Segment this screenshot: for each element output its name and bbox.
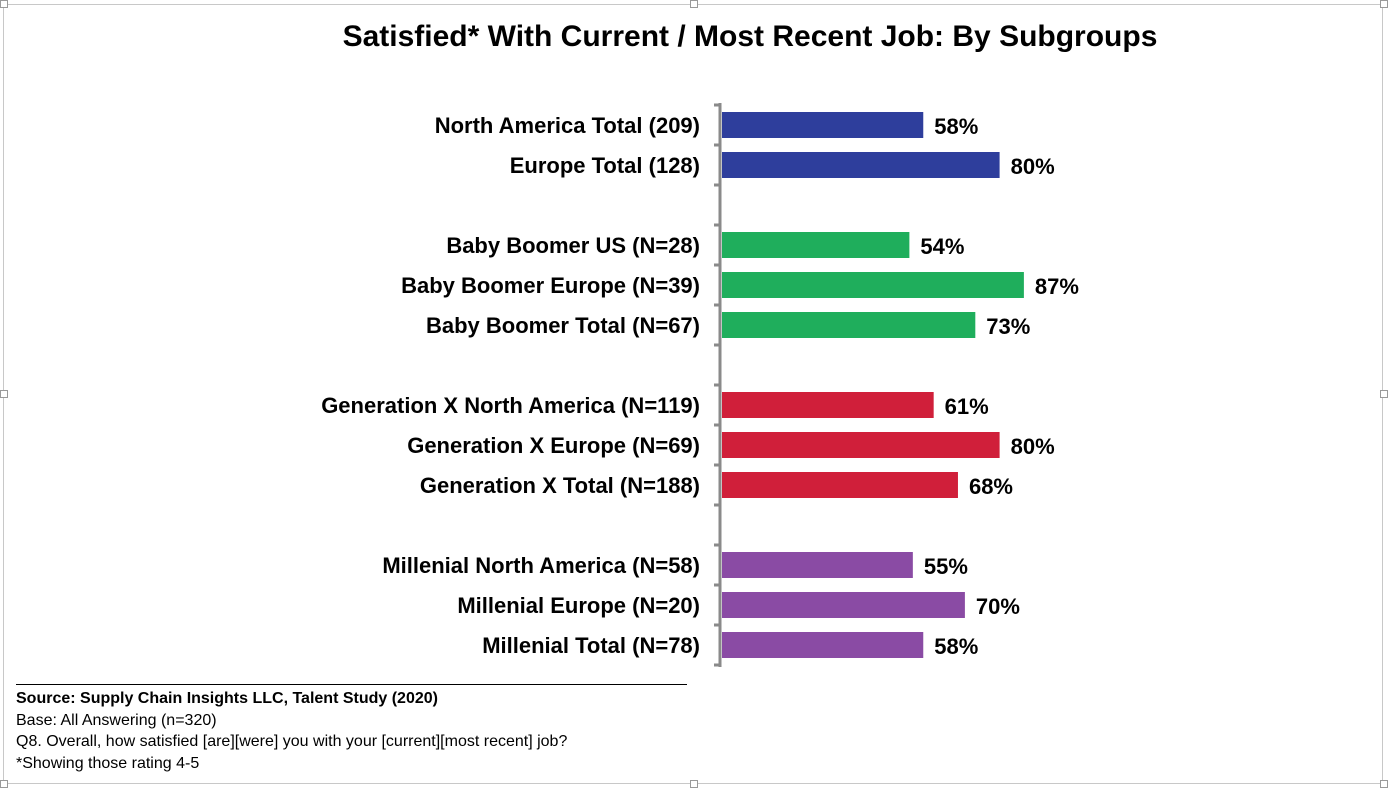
category-label: Europe Total (128) [510,153,700,178]
category-label: Generation X North America (N=119) [321,393,700,418]
resize-handle[interactable] [690,0,698,8]
data-label: 80% [1011,154,1055,179]
bar [722,632,924,658]
category-label: Generation X Total (N=188) [420,473,700,498]
chart-title: Satisfied* With Current / Most Recent Jo… [342,20,1158,53]
data-label: 68% [969,474,1013,499]
bar [722,392,934,418]
data-label: 55% [924,554,968,579]
category-label: Millenial Europe (N=20) [457,593,700,618]
source-line: Source: Supply Chain Insights LLC, Talen… [16,690,438,707]
data-label: 61% [945,394,989,419]
data-label: 70% [976,594,1020,619]
resize-handle[interactable] [0,0,8,8]
data-label: 80% [1011,434,1055,459]
data-label: 58% [934,114,978,139]
bar [722,472,958,498]
bar [722,112,924,138]
category-label: North America Total (209) [435,113,700,138]
category-label: Baby Boomer US (N=28) [446,233,700,258]
bar [722,152,1000,178]
category-label: Millenial Total (N=78) [482,633,700,658]
data-label: 54% [920,234,964,259]
data-label: 58% [934,634,978,659]
bar [722,272,1024,298]
bar [722,312,976,338]
resize-handle[interactable] [0,390,8,398]
bar [722,432,1000,458]
bar [722,552,913,578]
question-line: Q8. Overall, how satisfied [are][were] y… [16,733,568,750]
category-label: Millenial North America (N=58) [382,553,700,578]
base-line: Base: All Answering (n=320) [16,711,217,729]
footer-divider [16,684,687,685]
category-label: Generation X Europe (N=69) [407,433,700,458]
bar [722,232,910,258]
category-label: Baby Boomer Europe (N=39) [401,273,700,298]
category-label: Baby Boomer Total (N=67) [426,313,700,338]
data-label: 73% [986,314,1030,339]
bar [722,592,965,618]
data-label: 87% [1035,274,1079,299]
source-notes: Source: Supply Chain Insights LLC, Talen… [16,688,567,774]
note-line: *Showing those rating 4-5 [16,754,200,772]
